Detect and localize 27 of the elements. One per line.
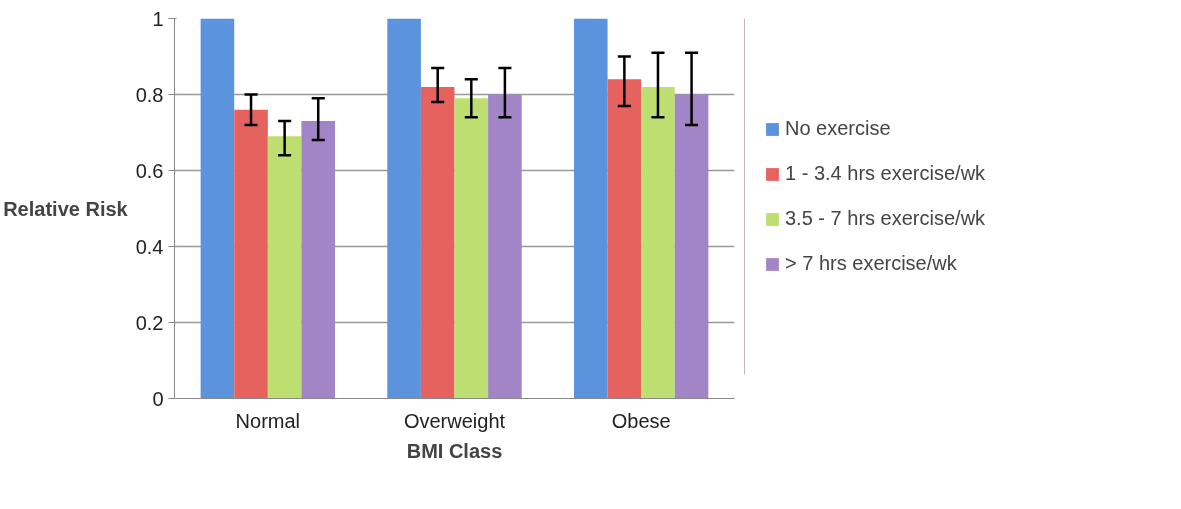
y-tick-label: 0.8	[135, 83, 164, 106]
y-axis-title: Relative Risk	[3, 197, 129, 220]
bar	[387, 18, 421, 399]
bar	[234, 109, 268, 399]
bar	[607, 79, 642, 399]
bar	[641, 86, 675, 399]
bar	[420, 86, 455, 399]
y-tick-label: 0.6	[135, 159, 164, 182]
x-tick-label: Normal	[235, 409, 301, 432]
bar	[674, 94, 709, 399]
bar	[454, 98, 489, 399]
bar	[488, 94, 522, 399]
x-axis-title: BMI Class	[406, 439, 503, 462]
bar	[301, 121, 336, 399]
legend-label: 1 - 3.4 hrs exercise/wk	[785, 162, 986, 185]
legend-label: 3.5 - 7 hrs exercise/wk	[785, 207, 986, 230]
bar	[200, 18, 235, 399]
legend-label: No exercise	[785, 117, 891, 140]
bar	[573, 18, 608, 399]
x-tick-label: Obese	[611, 409, 671, 432]
x-tick-label: Overweight	[403, 409, 506, 432]
y-tick-label: 1	[152, 7, 164, 30]
y-tick-label: 0	[152, 387, 164, 410]
legend-label: > 7 hrs exercise/wk	[785, 252, 957, 275]
y-tick-label: 0.4	[135, 235, 164, 258]
y-tick-label: 0.2	[135, 311, 164, 334]
bar	[267, 136, 302, 399]
